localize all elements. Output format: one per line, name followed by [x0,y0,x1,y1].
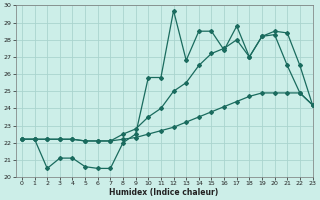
X-axis label: Humidex (Indice chaleur): Humidex (Indice chaleur) [109,188,219,197]
